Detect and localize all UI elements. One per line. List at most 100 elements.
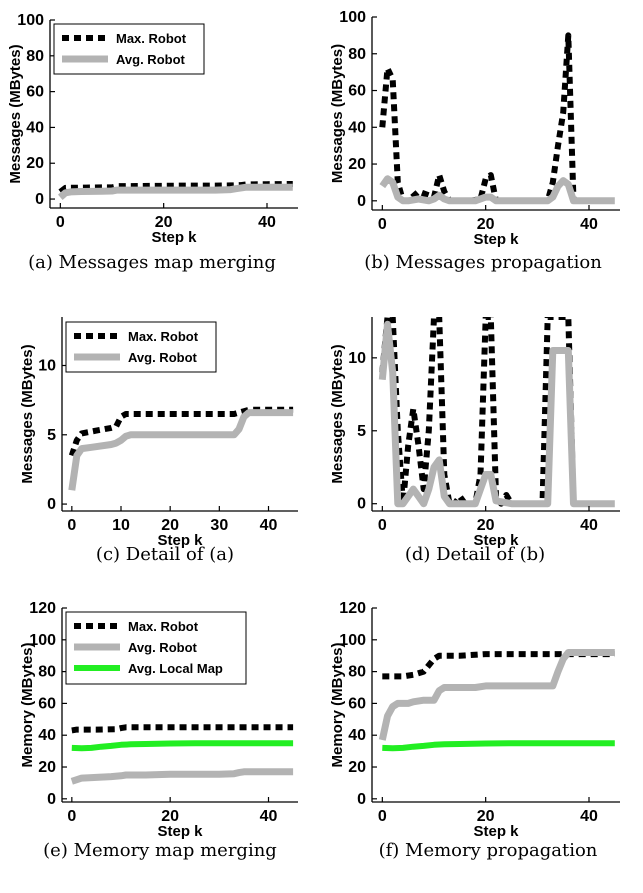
x-axis-label: Step k (473, 823, 519, 840)
y-tick-label: 40 (38, 727, 56, 744)
x-tick-label: 0 (56, 214, 65, 231)
y-tick-label: 60 (348, 695, 366, 712)
legend-box (53, 23, 205, 75)
y-tick-label: 10 (348, 350, 366, 367)
x-tick-label: 20 (477, 216, 495, 233)
x-tick-label: 40 (260, 808, 278, 825)
y-tick-label: 5 (357, 423, 366, 440)
x-axis-label: Step k (151, 229, 197, 246)
series-line-avg (68, 409, 294, 491)
legend-label: Avg. Local Map (128, 661, 223, 676)
x-tick-label: 40 (258, 214, 276, 231)
x-tick-label: 10 (112, 517, 130, 534)
panel-e: 0 20 40 60 80 100 120 0 20 40 Step k Memory (MBytes… (19, 600, 298, 861)
x-tick-label: 20 (477, 517, 495, 534)
y-tick-label: 120 (29, 600, 56, 617)
y-tick-label: 80 (348, 664, 366, 681)
y-tick-label: 0 (357, 496, 366, 513)
series-line-max (382, 651, 615, 680)
x-tick-label: 20 (155, 214, 173, 231)
y-tick-label: 20 (348, 156, 366, 173)
y-tick-label: 120 (339, 600, 366, 617)
legend-label: Max. Robot (116, 31, 187, 46)
legend: Max. Robot Avg. Robot Avg. Local Map (65, 611, 247, 685)
legend-label: Max. Robot (128, 619, 199, 634)
series-line-max (68, 406, 294, 457)
y-axis-label: Messages (MBytes) (7, 44, 24, 183)
y-tick-label: 100 (29, 632, 56, 649)
series-line-avg (378, 320, 615, 508)
y-tick-label: 40 (348, 119, 366, 136)
y-tick-label: 20 (38, 759, 56, 776)
panel-caption: (a) Messages map merging (28, 252, 276, 273)
panel-caption: (c) Detail of (a) (96, 544, 234, 565)
panel-b: 0 20 40 60 80 100 0 20 40 Step k Messages (MBytes)… (329, 9, 620, 273)
y-tick-label: 100 (17, 12, 44, 29)
y-tick-label: 100 (339, 632, 366, 649)
x-tick-label: 0 (378, 808, 387, 825)
x-axis-label: Step k (473, 532, 519, 549)
panel-caption: (b) Messages propagation (364, 252, 602, 273)
y-axis-label: Messages (MBytes) (329, 44, 346, 183)
legend-label: Avg. Robot (116, 52, 186, 67)
x-tick-label: 40 (580, 216, 598, 233)
x-tick-label: 40 (580, 517, 598, 534)
y-axis-label: Memory (MBytes) (329, 642, 346, 767)
y-tick-label: 40 (348, 727, 366, 744)
legend-label: Avg. Robot (128, 640, 198, 655)
series-line-local (71, 740, 294, 752)
y-tick-label: 80 (348, 46, 366, 63)
y-tick-label: 0 (357, 193, 366, 210)
y-tick-label: 60 (348, 83, 366, 100)
y-tick-label: 60 (38, 695, 56, 712)
series-line-local (382, 740, 615, 752)
series-line-avg (58, 183, 293, 200)
panel-f: 0 20 40 60 80 100 120 0 20 40 Step k Memory (MBytes… (329, 600, 620, 861)
legend: Max. Robot Avg. Robot (65, 321, 217, 373)
x-tick-label: 40 (260, 517, 278, 534)
y-tick-label: 0 (35, 191, 44, 208)
y-tick-label: 0 (357, 791, 366, 808)
legend-label: Avg. Robot (128, 350, 198, 365)
legend: Max. Robot Avg. Robot (53, 23, 205, 75)
y-tick-label: 0 (47, 496, 56, 513)
panel-a: 0 20 40 60 80 100 0 20 40 Step k Messages (MBytes)… (7, 12, 298, 273)
y-tick-label: 100 (339, 9, 366, 26)
series-line-max (71, 724, 294, 734)
y-tick-label: 5 (47, 427, 56, 444)
x-tick-label: 0 (67, 808, 76, 825)
x-tick-label: 20 (161, 517, 179, 534)
series-line-max (379, 317, 615, 507)
x-tick-label: 0 (378, 517, 387, 534)
y-tick-label: 80 (38, 664, 56, 681)
x-tick-label: 0 (378, 216, 387, 233)
x-tick-label: 0 (67, 517, 76, 534)
y-tick-label: 80 (26, 48, 44, 65)
x-axis-label: Step k (157, 532, 203, 549)
panel-caption: (d) Detail of (b) (405, 544, 545, 565)
x-tick-label: 40 (580, 808, 598, 825)
x-axis-label: Step k (473, 231, 519, 248)
y-tick-label: 20 (26, 155, 44, 172)
y-axis-label: Messages (MBytes) (329, 344, 346, 483)
y-axis-label: Memory (MBytes) (19, 642, 36, 767)
y-tick-label: 60 (26, 84, 44, 101)
panel-c: 0 5 10 0 10 20 30 40 Step k Messages (MBytes) (c) … (19, 317, 298, 565)
series-line-max (379, 32, 615, 204)
legend-box (65, 321, 217, 373)
y-tick-label: 20 (348, 759, 366, 776)
legend-label: Max. Robot (128, 329, 199, 344)
x-tick-label: 20 (161, 808, 179, 825)
x-tick-label: 20 (477, 808, 495, 825)
panel-caption: (e) Memory map merging (43, 840, 277, 861)
y-axis-label: Messages (MBytes) (19, 344, 36, 483)
series-line-avg (379, 175, 615, 205)
series-line-avg (70, 768, 294, 785)
y-tick-label: 10 (38, 358, 56, 375)
y-tick-label: 40 (26, 119, 44, 136)
y-tick-label: 0 (47, 791, 56, 808)
x-tick-label: 30 (210, 517, 228, 534)
series-line-avg (378, 649, 615, 741)
panel-d: 0 5 10 0 20 40 Step k Messages (MBytes) (d) Deta… (329, 317, 620, 565)
